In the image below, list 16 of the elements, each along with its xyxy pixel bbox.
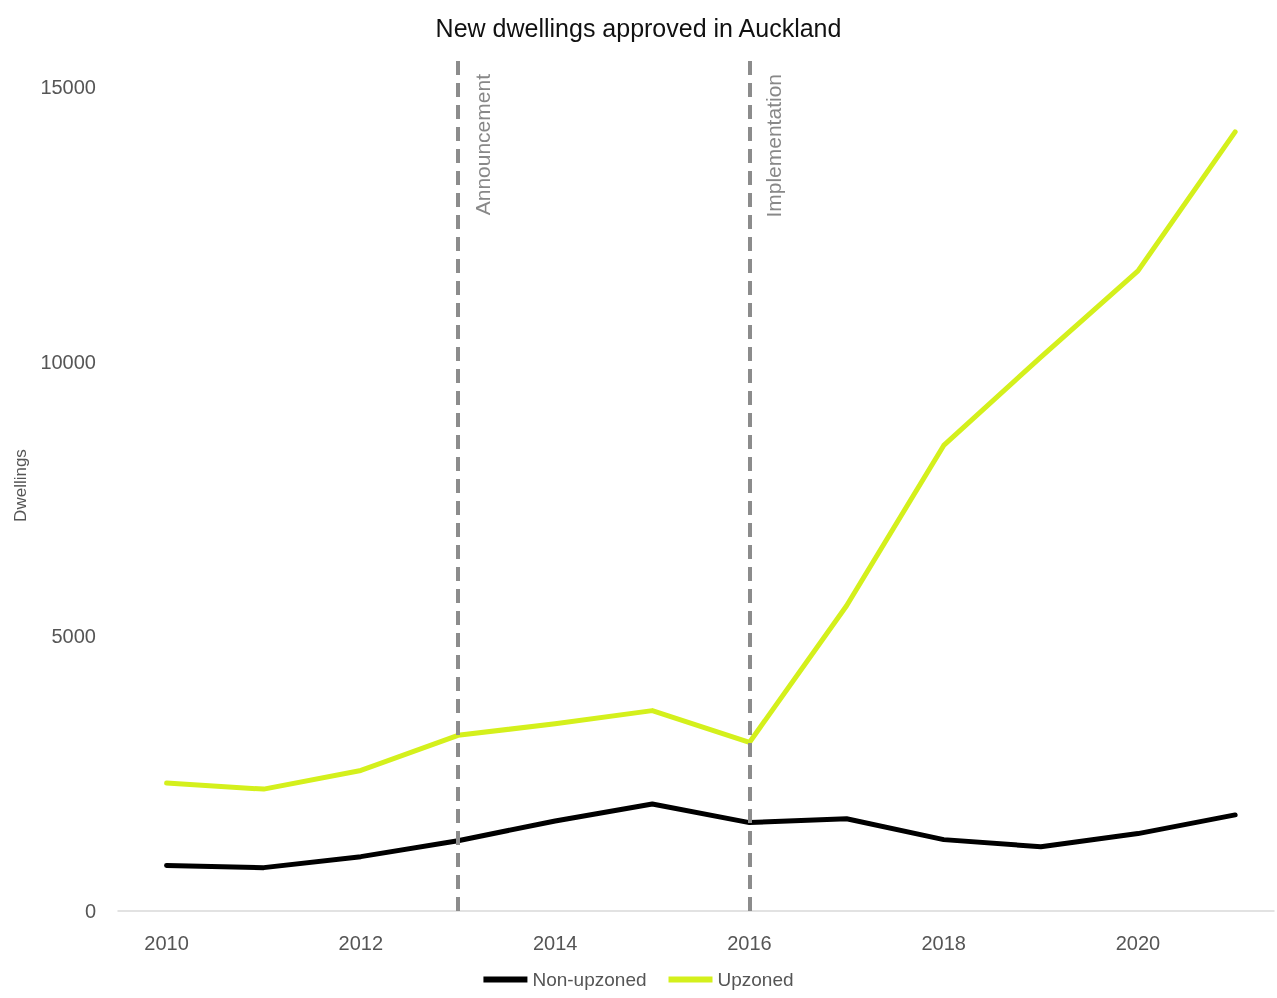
- y-tick-label: 5000: [51, 625, 96, 648]
- x-tick-label: 2010: [144, 932, 189, 954]
- x-tick-label: 2020: [1115, 932, 1161, 954]
- y-axis-title: Dwellings: [11, 449, 31, 522]
- x-tick-label: 2016: [727, 932, 772, 954]
- chart-title: New dwellings approved in Auckland: [435, 13, 842, 42]
- ref-line-label: Announcement: [471, 73, 494, 216]
- x-tick-label: 2014: [532, 932, 578, 954]
- y-tick-label: 10000: [40, 350, 96, 373]
- legend-label: Upzoned: [717, 969, 794, 990]
- x-tick-label: 2018: [921, 932, 966, 954]
- legend-label: Non-upzoned: [532, 969, 647, 990]
- y-tick-label: 15000: [40, 76, 96, 99]
- ref-line-label: Implementation: [762, 74, 786, 218]
- y-tick-label: 0: [84, 900, 96, 922]
- x-tick-label: 2012: [338, 932, 384, 954]
